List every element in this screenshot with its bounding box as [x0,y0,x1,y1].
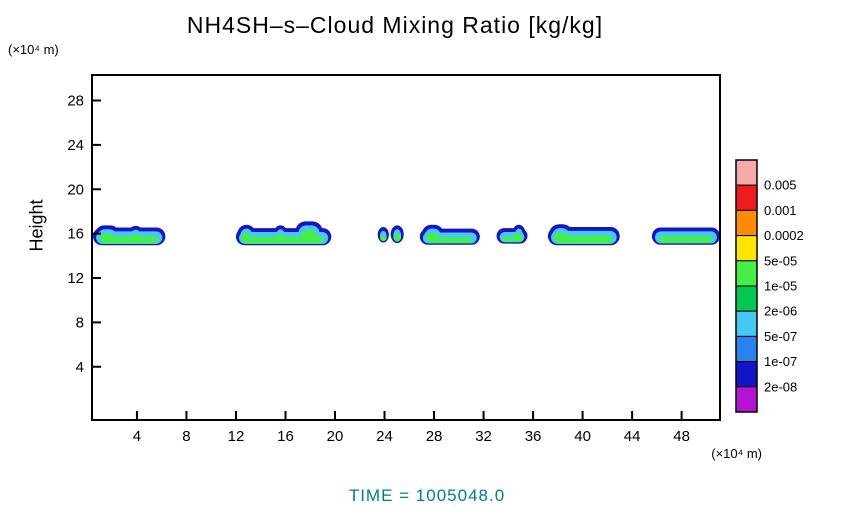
cloud-blob-core-high-ratio [553,233,568,243]
x-tick-label: 48 [673,428,690,445]
colorbar-cell [735,260,758,287]
colorbar-label: 2e-08 [764,379,797,394]
colorbar-cell [735,310,758,337]
cloud-blob-core-high-ratio [659,236,713,243]
x-tick-label: 32 [475,428,492,445]
x-tick-label: 4 [133,428,141,445]
y-tick-label: 12 [67,270,84,287]
x-axis-units: (×10⁴ m) [711,446,762,461]
x-tick-label: 36 [525,428,542,445]
y-tick-label: 20 [67,181,84,198]
x-tick-label: 28 [426,428,443,445]
x-tick-label: 44 [624,428,641,445]
time-label: TIME = 1005048.0 [348,486,506,505]
colorbar-border [735,159,758,413]
cloud-blob-core-high-ratio [379,235,387,241]
cloud-blob-core-high-ratio [100,236,158,244]
colorbar: 0.005 0.001 0.0002 5e-05 1e-05 2e-06 5e-07 1e-0… [735,159,804,413]
colorbar-cell [735,285,758,312]
colorbar-cell [735,184,758,211]
cloud-blob-core-high-ratio [240,233,253,243]
x-tick-label: 16 [277,428,294,445]
colorbar-label: 5e-05 [764,253,797,268]
colorbar-cell [735,159,758,186]
cloud-blob-core-high-ratio [514,233,523,242]
colorbar-cell [735,386,758,413]
x-tick-label: 8 [182,428,190,445]
cloud-blob-core-high-ratio [130,234,141,243]
cloud-blob-core-high-ratio [426,233,440,243]
x-tick-label: 12 [228,428,245,445]
cloud-blob-core-high-ratio [276,234,285,243]
colorbar-label: 0.0002 [764,228,804,243]
plot-frame [91,74,721,421]
y-tick-label: 4 [76,359,84,376]
cloud-blob-core-high-ratio [99,234,115,243]
colorbar-label: 5e-07 [764,329,797,344]
y-tick-label: 8 [76,314,84,331]
colorbar-label: 1e-05 [764,279,797,294]
cloud-blob-core-high-ratio [300,230,318,243]
colorbar-label: 0.001 [764,203,797,218]
y-tick-label: 28 [67,93,84,110]
cloud-blob-core-high-ratio [393,234,402,242]
colorbar-label: 1e-07 [764,354,797,369]
x-tick-label: 40 [574,428,591,445]
cloud-blob-core-high-ratio [555,235,613,244]
colorbar-label: 2e-06 [764,304,797,319]
cloud-contours [92,221,720,246]
x-tick-label: 24 [376,428,393,445]
colorbar-cell [735,335,758,363]
chart-title: NH4SH–s–Cloud Mixing Ratio [kg/kg] [186,12,604,38]
colorbar-label: 0.005 [764,178,797,193]
y-tick-label: 16 [67,226,84,243]
colorbar-cell [735,209,758,237]
x-tick-label: 20 [327,428,344,445]
colorbar-cell [735,361,758,388]
y-axis-units: (×10⁴ m) [8,42,59,57]
y-tick-label: 24 [67,137,84,154]
colorbar-cell [735,235,758,262]
